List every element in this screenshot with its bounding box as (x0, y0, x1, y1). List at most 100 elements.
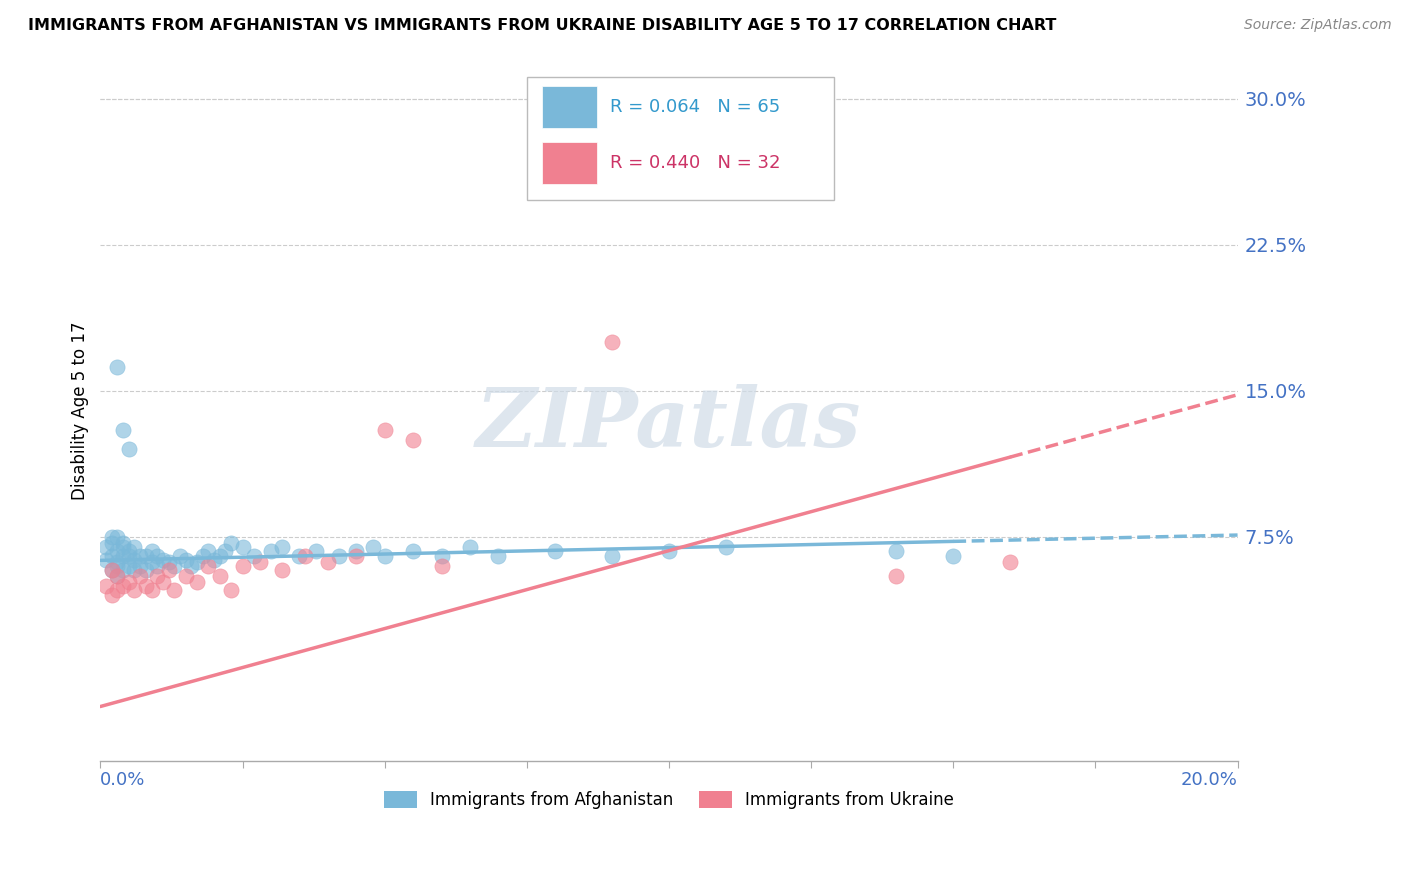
Point (157, 563, 180, 577)
Point (146, 569, 169, 583)
Point (458, 540, 481, 554)
Point (344, 543, 367, 558)
Point (174, 569, 197, 583)
FancyBboxPatch shape (527, 77, 834, 200)
Point (135, 579, 157, 593)
Point (100, 563, 122, 577)
Point (544, 543, 567, 558)
Point (129, 569, 152, 583)
Point (107, 582, 129, 597)
Point (288, 549, 311, 564)
Point (249, 555, 271, 569)
Point (271, 540, 294, 554)
FancyBboxPatch shape (541, 87, 598, 128)
Point (271, 563, 294, 577)
Point (294, 549, 316, 564)
Point (107, 559, 129, 574)
Point (163, 582, 186, 597)
Text: R = 0.440   N = 32: R = 0.440 N = 32 (610, 153, 780, 172)
Point (100, 549, 122, 564)
Point (219, 582, 242, 597)
Point (191, 549, 214, 564)
Point (94, 553, 117, 567)
Point (214, 543, 236, 558)
Point (208, 549, 231, 564)
Point (107, 555, 129, 569)
Point (94, 579, 117, 593)
Point (174, 553, 197, 567)
Text: Source: ZipAtlas.com: Source: ZipAtlas.com (1244, 18, 1392, 32)
Point (402, 433, 425, 447)
Point (186, 574, 208, 589)
Point (157, 555, 180, 569)
Point (112, 540, 135, 554)
Point (135, 549, 157, 564)
Point (152, 574, 174, 589)
Point (112, 423, 135, 437)
Point (208, 569, 231, 583)
Point (107, 569, 129, 583)
Point (141, 582, 163, 597)
Point (402, 543, 425, 558)
Point (186, 555, 208, 569)
Point (112, 563, 135, 577)
Point (486, 549, 509, 564)
Point (316, 555, 339, 569)
Point (180, 559, 202, 574)
Point (430, 549, 453, 564)
Point (118, 543, 141, 558)
Point (118, 549, 141, 564)
Point (942, 549, 965, 564)
Point (430, 559, 453, 574)
Point (112, 549, 135, 564)
Point (100, 536, 122, 550)
Point (714, 540, 737, 554)
Point (658, 543, 681, 558)
Point (107, 569, 129, 583)
Point (94, 540, 117, 554)
Point (146, 559, 169, 574)
Point (886, 569, 908, 583)
Y-axis label: Disability Age 5 to 17: Disability Age 5 to 17 (72, 321, 89, 500)
Point (124, 540, 146, 554)
Text: R = 0.064   N = 65: R = 0.064 N = 65 (610, 97, 780, 116)
Point (231, 559, 253, 574)
Point (152, 553, 174, 567)
Point (600, 335, 623, 350)
Point (100, 589, 122, 603)
Point (998, 555, 1021, 569)
Point (163, 559, 186, 574)
Point (374, 549, 396, 564)
Point (129, 559, 152, 574)
Point (219, 536, 242, 550)
Text: IMMIGRANTS FROM AFGHANISTAN VS IMMIGRANTS FROM UKRAINE DISABILITY AGE 5 TO 17 CO: IMMIGRANTS FROM AFGHANISTAN VS IMMIGRANT… (28, 18, 1056, 33)
Point (374, 423, 396, 437)
Point (107, 543, 129, 558)
FancyBboxPatch shape (541, 143, 598, 184)
Point (100, 563, 122, 577)
Point (146, 549, 169, 564)
Text: ZIPatlas: ZIPatlas (477, 384, 862, 465)
Point (124, 582, 146, 597)
Point (197, 543, 219, 558)
Point (141, 555, 163, 569)
Point (118, 442, 141, 457)
Point (112, 579, 135, 593)
Point (169, 549, 191, 564)
Point (129, 549, 152, 564)
Text: 20.0%: 20.0% (1181, 771, 1237, 789)
Point (886, 543, 908, 558)
Point (118, 559, 141, 574)
Point (361, 540, 384, 554)
Legend: Immigrants from Afghanistan, Immigrants from Ukraine: Immigrants from Afghanistan, Immigrants … (377, 784, 960, 816)
Point (202, 553, 225, 567)
Point (100, 530, 122, 544)
Point (107, 530, 129, 544)
Point (344, 549, 367, 564)
Point (600, 549, 623, 564)
Point (107, 360, 129, 375)
Point (124, 553, 146, 567)
Point (118, 574, 141, 589)
Point (112, 536, 135, 550)
Point (328, 549, 350, 564)
